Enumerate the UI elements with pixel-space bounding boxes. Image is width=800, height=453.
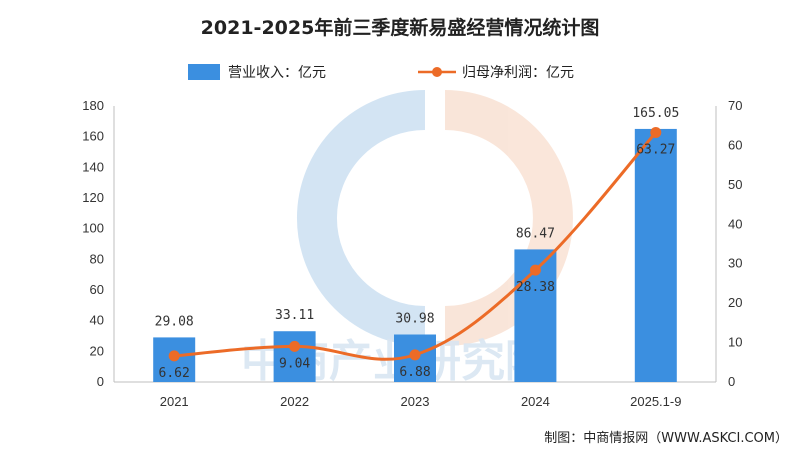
right-tick-label: 10 <box>728 335 742 350</box>
line-labels: 6.62 9.04 6.88 28.38 63.27 <box>159 143 676 381</box>
legend-bar-label: 营业收入：亿元 <box>228 65 326 81</box>
line-value-label: 6.62 <box>159 366 190 381</box>
line-value-label: 63.27 <box>636 143 675 158</box>
left-tick-label: 80 <box>90 251 104 266</box>
x-tick-label: 2022 <box>280 394 309 409</box>
profit-line <box>174 131 657 361</box>
right-tick-label: 0 <box>728 374 735 389</box>
left-axis-ticks: 0 20 40 60 80 100 120 140 160 180 <box>82 98 104 389</box>
x-tick-label: 2024 <box>521 394 550 409</box>
bar <box>634 128 677 382</box>
bar <box>273 331 316 382</box>
bar-value-label: 86.47 <box>516 226 555 241</box>
line-value-label: 28.38 <box>516 280 555 295</box>
left-tick-label: 120 <box>82 190 104 205</box>
left-tick-label: 100 <box>82 221 104 236</box>
x-tick-label: 2023 <box>401 394 430 409</box>
right-tick-label: 40 <box>728 216 742 231</box>
bar-value-label: 30.98 <box>395 311 434 326</box>
legend-line-marker <box>432 67 442 77</box>
bar-value-label: 29.08 <box>155 314 194 329</box>
legend: 营业收入：亿元 归母净利润：亿元 <box>188 64 574 81</box>
x-axis-ticks: 2021 2022 2023 2024 2025.1-9 <box>160 394 682 409</box>
line-point <box>409 349 421 361</box>
right-tick-label: 70 <box>728 98 742 113</box>
right-axis-ticks: 0 10 20 30 40 50 60 70 <box>728 98 742 389</box>
left-tick-label: 40 <box>90 313 104 328</box>
legend-line-label: 归母净利润：亿元 <box>462 64 574 81</box>
x-tick-label: 2025.1-9 <box>630 394 681 409</box>
source-note: 制图：中商情报网（WWW.ASKCI.COM） <box>544 431 788 446</box>
right-tick-label: 60 <box>728 137 742 152</box>
bar-labels: 29.08 33.11 30.98 86.47 165.05 <box>155 106 680 329</box>
left-tick-label: 160 <box>82 129 104 144</box>
right-tick-label: 50 <box>728 177 742 192</box>
left-tick-label: 60 <box>90 282 104 297</box>
bar-series <box>153 128 677 382</box>
chart-title: 2021-2025年前三季度新易盛经营情况统计图 <box>201 16 600 39</box>
line-value-label: 6.88 <box>399 365 430 380</box>
right-tick-label: 30 <box>728 256 742 271</box>
line-point <box>529 264 541 276</box>
left-tick-label: 180 <box>82 98 104 113</box>
line-point <box>650 127 662 139</box>
line-point <box>168 350 180 362</box>
left-tick-label: 0 <box>97 374 104 389</box>
right-tick-label: 20 <box>728 295 742 310</box>
bar-value-label: 33.11 <box>275 308 314 323</box>
x-tick-label: 2021 <box>160 394 189 409</box>
watermark-logo <box>297 90 573 346</box>
line-point <box>289 340 301 352</box>
line-series <box>168 127 662 362</box>
legend-bar-swatch <box>188 64 220 80</box>
bar-value-label: 165.05 <box>632 106 679 121</box>
left-tick-label: 140 <box>82 159 104 174</box>
left-tick-label: 20 <box>90 343 104 358</box>
line-value-label: 9.04 <box>279 356 310 371</box>
